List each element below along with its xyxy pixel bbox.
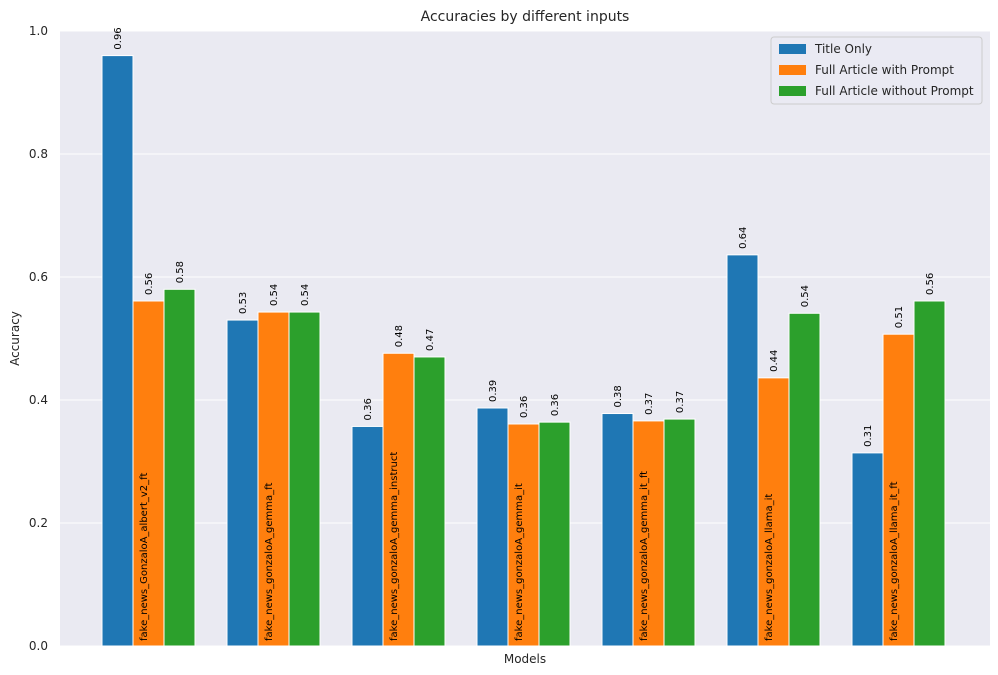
bar-title-only: [476, 407, 509, 647]
bar-value-label: 0.96: [113, 27, 124, 49]
bar-value-label: 0.36: [519, 396, 530, 418]
bar-value-label: 0.54: [300, 284, 311, 306]
bar-value-label: 0.39: [488, 380, 499, 402]
bar-full-article-without-prompt: [788, 312, 821, 647]
y-tick-label: 0.4: [29, 393, 48, 407]
bar-value-label: 0.36: [363, 398, 374, 420]
bar-title-only: [226, 319, 259, 647]
legend-swatch: [779, 65, 806, 75]
bar-value-label: 0.48: [394, 325, 405, 347]
bar-title-only: [851, 452, 884, 647]
model-name-label: fake_news_gonzaloA_gemma_it: [514, 483, 525, 641]
bar-title-only: [726, 254, 759, 647]
bar-value-label: 0.47: [425, 329, 436, 351]
bar-value-label: 0.38: [613, 385, 624, 407]
chart-title: Accuracies by different inputs: [421, 9, 630, 25]
model-name-label: fake_news_gonzaloA_llama_it: [764, 494, 775, 641]
bar-value-label: 0.51: [894, 306, 905, 328]
legend-entry: Full Article with Prompt: [815, 63, 954, 77]
bar-title-only: [351, 425, 384, 647]
y-tick-label: 0.0: [29, 639, 48, 653]
bar-value-label: 0.56: [925, 273, 936, 295]
bar-full-article-with-prompt: [507, 423, 540, 647]
y-tick-label: 1.0: [29, 24, 48, 38]
bar-value-label: 0.44: [769, 350, 780, 372]
legend-entry: Full Article without Prompt: [815, 84, 974, 98]
model-name-label: fake_news_gonzaloA_llama_it_ft: [889, 481, 900, 641]
y-tick-label: 0.8: [29, 147, 48, 161]
model-name-label: fake_news_gonzaloA_gemma_it_ft: [639, 471, 650, 641]
bar-full-article-with-prompt: [382, 352, 415, 647]
model-name-label: fake_news_GonzaloA_albert_v2_ft: [139, 473, 150, 641]
bar-title-only: [601, 413, 634, 647]
bar-value-label: 0.54: [269, 284, 280, 306]
legend-swatch: [779, 44, 806, 54]
model-labels: fake_news_GonzaloA_albert_v2_ft fake_news…: [139, 452, 900, 641]
bar-full-article-without-prompt: [663, 418, 696, 647]
bar-value-label: 0.58: [175, 261, 186, 283]
model-name-label: fake_news_gonzaloA_gemma_ft: [264, 483, 275, 641]
bar-full-article-without-prompt: [538, 421, 571, 647]
bar-value-label: 0.37: [644, 393, 655, 415]
bar-title-only: [101, 55, 134, 647]
bar-value-label: 0.53: [238, 292, 249, 314]
bar-value-label: 0.54: [800, 285, 811, 307]
bar-value-label: 0.36: [550, 394, 561, 416]
legend-swatch: [779, 86, 806, 96]
bar-full-article-with-prompt: [757, 377, 790, 647]
y-tick-labels: 0.0 0.2 0.4 0.6 0.8 1.0: [29, 24, 48, 653]
bar-full-article-with-prompt: [257, 311, 290, 647]
legend-entry: Title Only: [814, 42, 872, 56]
bar-value-label: 0.64: [738, 227, 749, 249]
bar-value-labels: 0.96 0.56 0.58 0.53 0.54 0.54 0.36 0.48 0.47 0.39…: [113, 27, 936, 447]
bar-value-label: 0.37: [675, 391, 686, 413]
bar-full-article-without-prompt: [288, 311, 321, 647]
bar-value-label: 0.31: [863, 425, 874, 447]
y-tick-label: 0.6: [29, 270, 48, 284]
bars: [101, 55, 946, 647]
bar-full-article-without-prompt: [913, 300, 946, 647]
bar-value-label: 0.56: [144, 273, 155, 295]
legend: Title Only Full Article with Prompt Full A…: [770, 36, 983, 105]
legend-frame: [770, 36, 983, 105]
x-axis-label: Models: [504, 652, 546, 666]
bar-full-article-without-prompt: [413, 356, 446, 647]
model-name-label: fake_news_gonzaloA_gemma_instruct: [389, 452, 400, 641]
bar-full-article-with-prompt: [132, 300, 165, 647]
y-axis-label: Accuracy: [8, 311, 22, 366]
bar-full-article-without-prompt: [163, 288, 196, 647]
y-tick-label: 0.2: [29, 516, 48, 530]
